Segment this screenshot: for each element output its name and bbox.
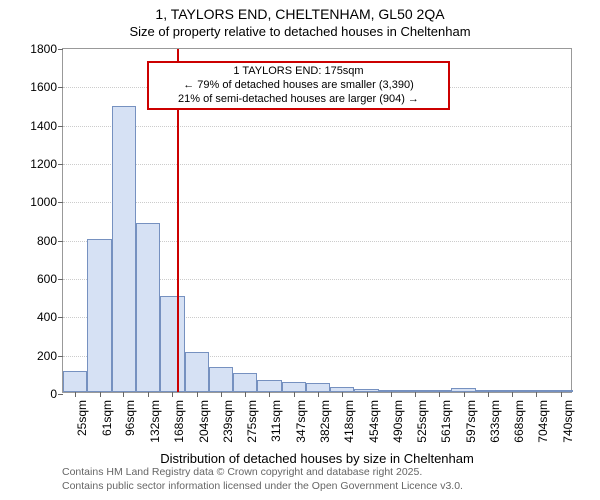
chart-title-line1: 1, TAYLORS END, CHELTENHAM, GL50 2QA [0, 0, 600, 24]
xtick-mark [488, 392, 489, 397]
histogram-bar [209, 367, 233, 392]
xtick-mark [123, 392, 124, 397]
xtick-label: 239sqm [221, 400, 235, 443]
xtick-label: 382sqm [318, 400, 332, 443]
xtick-label: 561sqm [439, 400, 453, 443]
ytick-label: 400 [37, 310, 63, 324]
histogram-bar [136, 223, 160, 392]
histogram-bar [63, 371, 87, 392]
footnote: Contains HM Land Registry data © Crown c… [62, 466, 463, 493]
xtick-mark [294, 392, 295, 397]
gridline [63, 126, 571, 127]
xtick-label: 704sqm [536, 400, 550, 443]
ytick-label: 800 [37, 234, 63, 248]
xtick-mark [464, 392, 465, 397]
xtick-mark [391, 392, 392, 397]
xtick-label: 132sqm [148, 400, 162, 443]
ytick-label: 1000 [30, 195, 63, 209]
xtick-mark [318, 392, 319, 397]
ytick-label: 1600 [30, 80, 63, 94]
xtick-mark [415, 392, 416, 397]
annotation-line1: 1 TAYLORS END: 175sqm [153, 65, 444, 79]
xtick-label: 204sqm [197, 400, 211, 443]
xtick-label: 347sqm [294, 400, 308, 443]
chart-container: 1, TAYLORS END, CHELTENHAM, GL50 2QA Siz… [0, 0, 600, 500]
gridline [63, 164, 571, 165]
xtick-mark [197, 392, 198, 397]
histogram-bar [87, 239, 111, 392]
xtick-mark [269, 392, 270, 397]
gridline [63, 202, 571, 203]
xtick-mark [245, 392, 246, 397]
xtick-label: 740sqm [561, 400, 575, 443]
ytick-label: 600 [37, 272, 63, 286]
histogram-bar [233, 373, 257, 392]
xtick-mark [536, 392, 537, 397]
histogram-bar [282, 382, 306, 392]
ytick-label: 1200 [30, 157, 63, 171]
xtick-mark [367, 392, 368, 397]
xtick-label: 490sqm [391, 400, 405, 443]
chart-title-line2: Size of property relative to detached ho… [0, 24, 600, 40]
xtick-mark [75, 392, 76, 397]
annotation-line2: ← 79% of detached houses are smaller (3,… [153, 79, 444, 93]
xtick-label: 633sqm [488, 400, 502, 443]
ytick-label: 0 [50, 387, 63, 401]
xtick-label: 96sqm [123, 400, 137, 436]
xtick-label: 168sqm [172, 400, 186, 443]
xtick-label: 61sqm [100, 400, 114, 436]
histogram-bar [306, 383, 330, 392]
histogram-bar [160, 296, 184, 392]
footnote-line2: Contains public sector information licen… [62, 480, 463, 494]
xtick-mark [172, 392, 173, 397]
x-axis-label: Distribution of detached houses by size … [160, 451, 474, 466]
xtick-label: 668sqm [512, 400, 526, 443]
ytick-label: 1400 [30, 119, 63, 133]
histogram-bar [112, 106, 136, 392]
xtick-mark [100, 392, 101, 397]
xtick-mark [221, 392, 222, 397]
xtick-mark [439, 392, 440, 397]
annotation-box: 1 TAYLORS END: 175sqm← 79% of detached h… [147, 61, 450, 110]
plot-inner: 02004006008001000120014001600180025sqm61… [62, 48, 572, 393]
xtick-label: 25sqm [75, 400, 89, 436]
xtick-label: 418sqm [342, 400, 356, 443]
xtick-mark [561, 392, 562, 397]
histogram-bar [185, 352, 209, 392]
xtick-label: 597sqm [464, 400, 478, 443]
plot-area: 02004006008001000120014001600180025sqm61… [62, 48, 572, 393]
ytick-label: 1800 [30, 42, 63, 56]
xtick-label: 275sqm [245, 400, 259, 443]
annotation-line3: 21% of semi-detached houses are larger (… [153, 93, 444, 107]
histogram-bar [257, 380, 281, 392]
footnote-line1: Contains HM Land Registry data © Crown c… [62, 466, 463, 480]
ytick-label: 200 [37, 349, 63, 363]
xtick-mark [342, 392, 343, 397]
xtick-label: 525sqm [415, 400, 429, 443]
xtick-mark [512, 392, 513, 397]
xtick-mark [148, 392, 149, 397]
xtick-label: 454sqm [367, 400, 381, 443]
xtick-label: 311sqm [269, 400, 283, 442]
